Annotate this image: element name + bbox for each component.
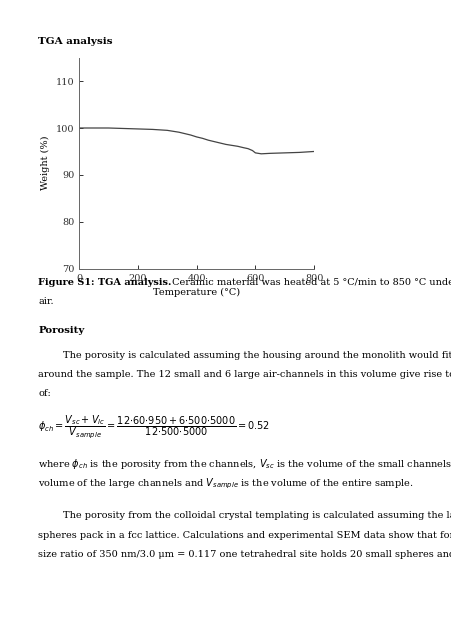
Y-axis label: Weight (%): Weight (%)	[41, 136, 50, 191]
Text: size ratio of 350 nm/3.0 μm = 0.117 one tetrahedral site holds 20 small spheres : size ratio of 350 nm/3.0 μm = 0.117 one …	[38, 550, 451, 559]
Text: $\phi_{ch}=\dfrac{V_{sc}+V_{lc}}{V_{sample}}=\dfrac{12{\cdot}60{\cdot}950+6{\cdo: $\phi_{ch}=\dfrac{V_{sc}+V_{lc}}{V_{samp…	[38, 413, 270, 441]
Text: Figure S1: TGA analysis.: Figure S1: TGA analysis.	[38, 278, 171, 287]
Text: The porosity from the colloidal crystal templating is calculated assuming the la: The porosity from the colloidal crystal …	[38, 511, 451, 520]
Text: The porosity is calculated assuming the housing around the monolith would fit ju: The porosity is calculated assuming the …	[38, 351, 451, 360]
Text: Ceramic material was heated at 5 °C/min to 850 °C under flowing: Ceramic material was heated at 5 °C/min …	[169, 278, 451, 287]
Text: spheres pack in a fcc lattice. Calculations and experimental SEM data show that : spheres pack in a fcc lattice. Calculati…	[38, 531, 451, 540]
X-axis label: Temperature (°C): Temperature (°C)	[153, 288, 239, 298]
Text: TGA analysis: TGA analysis	[38, 37, 113, 46]
Text: where $\phi_{ch}$ is the porosity from the channels, $V_{sc}$ is the volume of t: where $\phi_{ch}$ is the porosity from t…	[38, 457, 451, 471]
Text: Porosity: Porosity	[38, 326, 84, 335]
Text: of:: of:	[38, 389, 51, 398]
Text: volume of the large channels and $V_{sample}$ is the volume of the entire sample: volume of the large channels and $V_{sam…	[38, 476, 413, 490]
Text: air.: air.	[38, 297, 54, 306]
Text: around the sample. The 12 small and 6 large air-channels in this volume give ris: around the sample. The 12 small and 6 la…	[38, 370, 451, 379]
